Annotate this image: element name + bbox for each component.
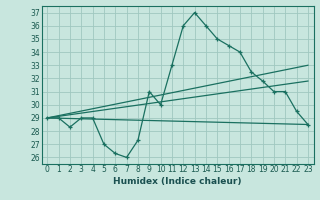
X-axis label: Humidex (Indice chaleur): Humidex (Indice chaleur): [113, 177, 242, 186]
